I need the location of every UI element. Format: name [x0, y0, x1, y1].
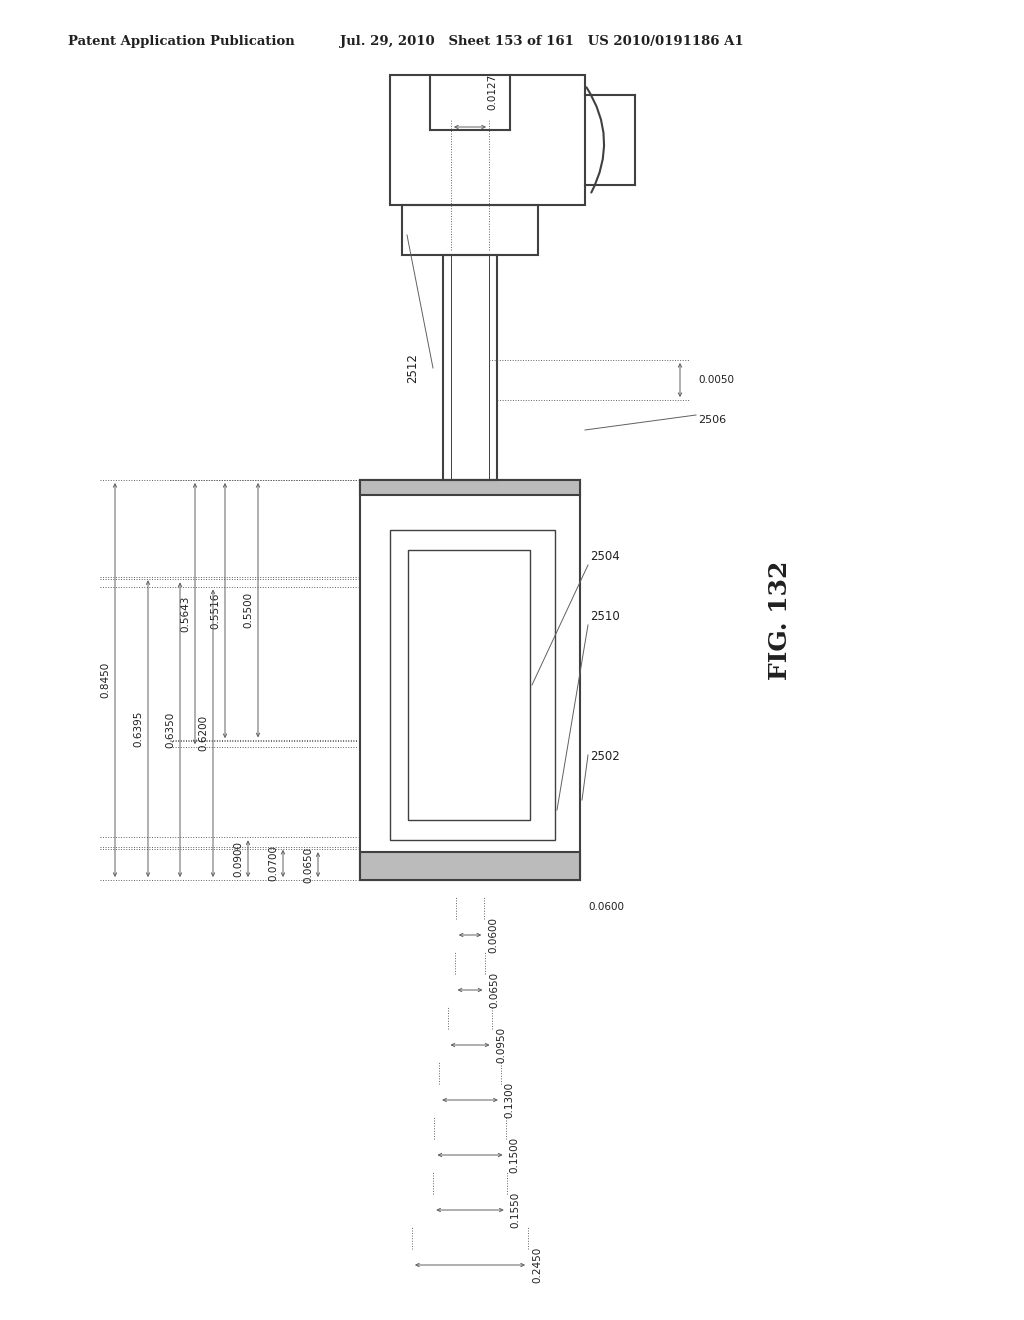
Text: FIG. 132: FIG. 132: [768, 560, 792, 680]
Bar: [360, 480, 580, 880]
Text: 0.5643: 0.5643: [180, 595, 190, 632]
Text: 0.0127: 0.0127: [487, 74, 497, 110]
Text: 0.1300: 0.1300: [505, 1082, 515, 1118]
Text: 0.1500: 0.1500: [510, 1137, 519, 1173]
Text: 2504: 2504: [590, 550, 620, 564]
Bar: [408, 550, 530, 820]
Text: 0.6350: 0.6350: [165, 711, 175, 748]
Bar: [360, 851, 580, 880]
Bar: [443, 255, 497, 480]
Text: 0.0950: 0.0950: [497, 1027, 507, 1063]
Text: 0.8450: 0.8450: [100, 661, 110, 698]
Text: 0.0600: 0.0600: [488, 917, 499, 953]
Text: 0.5500: 0.5500: [243, 593, 253, 628]
Text: 0.6395: 0.6395: [133, 710, 143, 747]
Bar: [390, 75, 585, 205]
Text: 0.0050: 0.0050: [698, 375, 734, 385]
Bar: [402, 205, 538, 255]
Text: 0.6200: 0.6200: [198, 715, 208, 751]
Bar: [390, 531, 555, 840]
Text: 0.0700: 0.0700: [268, 845, 278, 882]
Text: 2502: 2502: [590, 750, 620, 763]
Text: 0.0650: 0.0650: [303, 846, 313, 883]
Text: 0.0600: 0.0600: [588, 902, 624, 912]
Text: 0.5516: 0.5516: [210, 593, 220, 628]
Text: 2512: 2512: [407, 352, 420, 383]
Bar: [360, 480, 580, 495]
Text: 0.1550: 0.1550: [511, 1192, 520, 1228]
Text: Jul. 29, 2010   Sheet 153 of 161   US 2010/0191186 A1: Jul. 29, 2010 Sheet 153 of 161 US 2010/0…: [340, 36, 743, 48]
Text: 0.2450: 0.2450: [532, 1247, 542, 1283]
Text: 0.0650: 0.0650: [489, 972, 500, 1008]
Text: 2510: 2510: [590, 610, 620, 623]
Text: Patent Application Publication: Patent Application Publication: [68, 36, 295, 48]
Text: 0.0900: 0.0900: [233, 841, 243, 876]
Text: 2506: 2506: [698, 414, 726, 425]
